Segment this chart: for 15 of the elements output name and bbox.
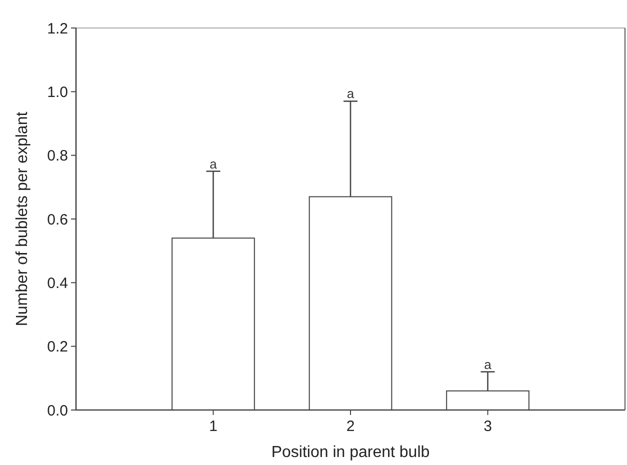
x-tick-label: 1: [209, 418, 218, 435]
y-tick-label: 0.4: [47, 274, 68, 292]
annotation: a: [484, 356, 492, 372]
y-tick-label: 1.2: [47, 20, 68, 38]
y-axis-title: Number of bublets per explant: [14, 111, 31, 326]
y-tick-label: 1.0: [47, 84, 68, 101]
y-tick-label: 0.8: [47, 148, 68, 165]
x-tick-label: 2: [346, 418, 355, 435]
y-tick-label: 0.2: [47, 338, 68, 356]
y-tick-label: 0.6: [47, 211, 68, 228]
annotation: a: [210, 156, 218, 172]
annotation: a: [346, 86, 355, 102]
x-axis-title: Position in parent bulb: [271, 444, 430, 461]
x-tick-label: 3: [484, 418, 492, 435]
y-tick-label: 0.0: [47, 402, 68, 420]
